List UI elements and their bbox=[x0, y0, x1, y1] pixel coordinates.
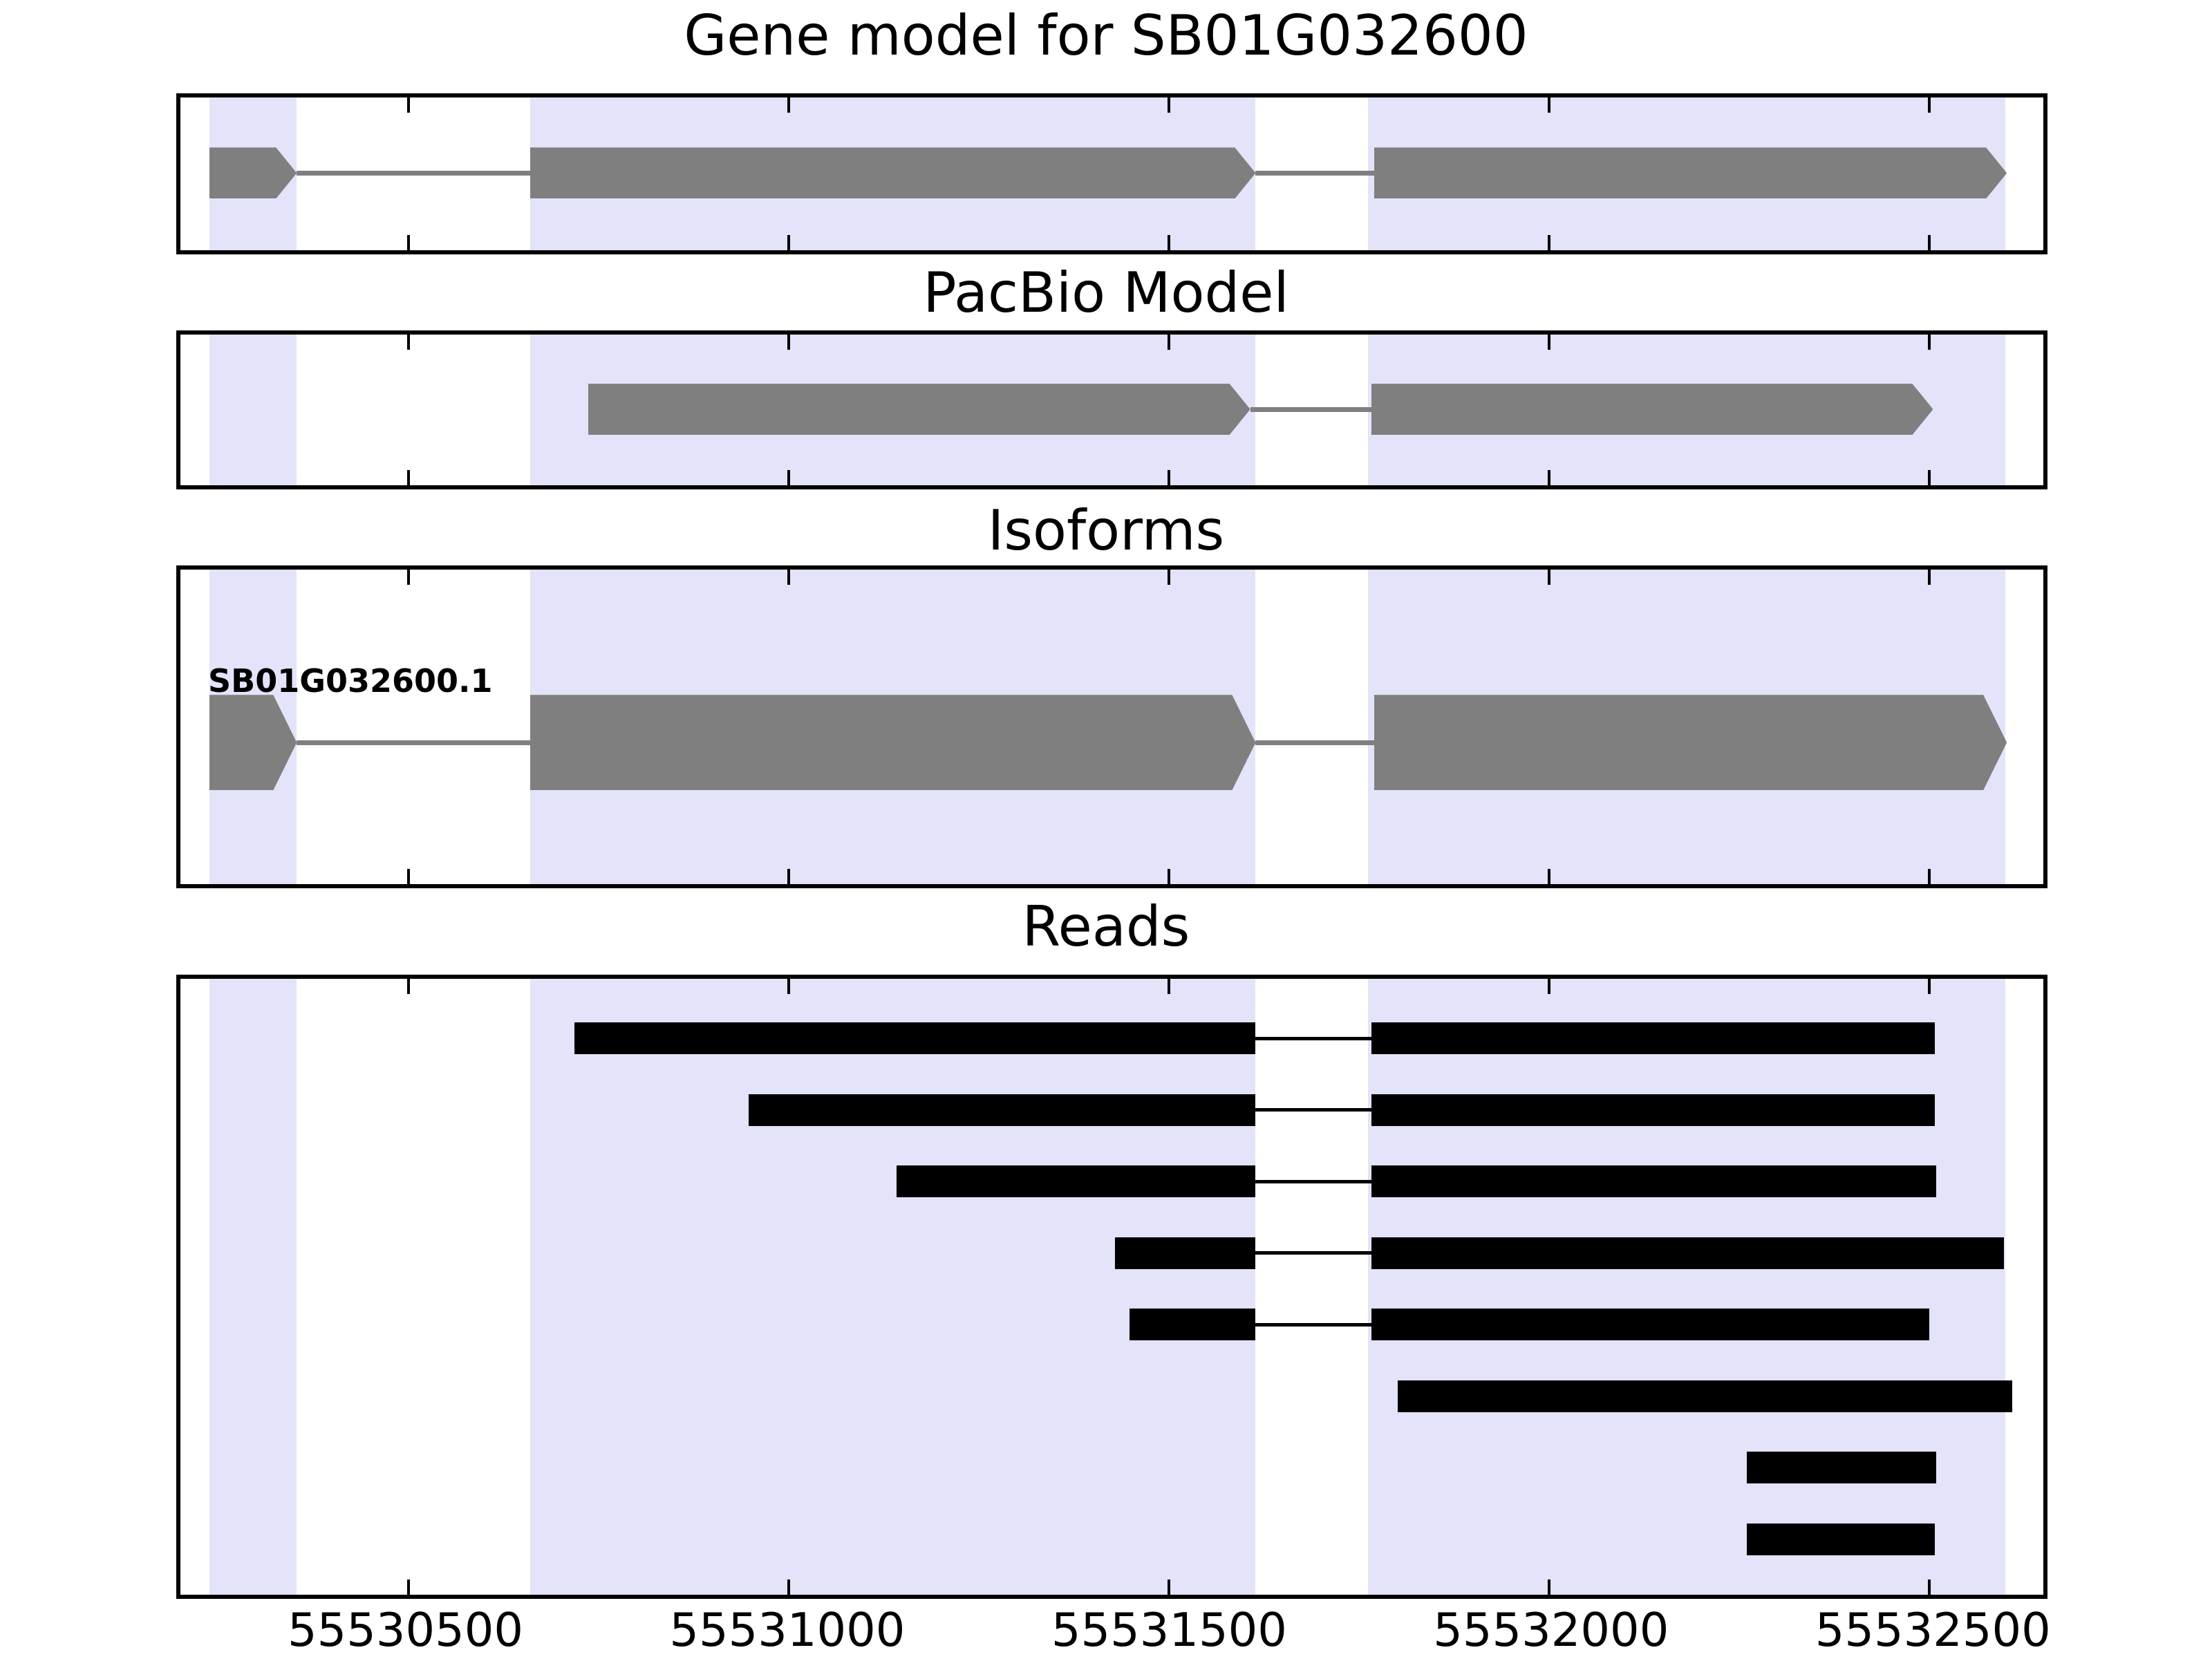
panel-title-reads: Reads bbox=[1022, 894, 1190, 959]
axis-tick-top bbox=[1928, 97, 1931, 113]
panel-title-gene-model: Gene model for SB01G032600 bbox=[684, 3, 1528, 68]
axis-tick-bottom bbox=[1548, 1580, 1550, 1595]
axis-tick-top bbox=[1168, 570, 1170, 585]
exon-arrow bbox=[588, 384, 1250, 435]
read-connector bbox=[1255, 1036, 1371, 1040]
read-bar bbox=[1114, 1237, 1256, 1269]
axis-tick-top bbox=[1548, 335, 1550, 350]
read-bar bbox=[1371, 1165, 1936, 1197]
read-bar bbox=[1129, 1309, 1256, 1340]
x-tick-label: 55530500 bbox=[287, 1603, 523, 1657]
axis-tick-top bbox=[407, 335, 410, 350]
axis-tick-bottom bbox=[1548, 869, 1550, 884]
intron-line bbox=[1250, 406, 1371, 412]
intron-line bbox=[1255, 170, 1374, 176]
axis-tick-bottom bbox=[787, 470, 790, 485]
axis-tick-bottom bbox=[407, 235, 410, 250]
x-axis-labels: 55530500 55531000 55531500 55532000 55532500 bbox=[176, 1603, 2051, 1659]
axis-tick-top bbox=[1548, 97, 1550, 113]
read-connector bbox=[1255, 1322, 1371, 1327]
read-connector bbox=[1255, 1179, 1371, 1183]
exon-arrow bbox=[530, 147, 1255, 198]
axis-tick-bottom bbox=[1168, 235, 1170, 250]
highlight-band bbox=[209, 979, 297, 1595]
axis-tick-top bbox=[407, 97, 410, 113]
axis-tick-top bbox=[1928, 570, 1931, 585]
highlight-band bbox=[209, 335, 297, 485]
axis-tick-bottom bbox=[1548, 470, 1550, 485]
axis-tick-top bbox=[1548, 570, 1550, 585]
axis-tick-bottom bbox=[1928, 1580, 1931, 1595]
axis-tick-top bbox=[787, 979, 790, 994]
axis-tick-bottom bbox=[1548, 235, 1550, 250]
axis-tick-top bbox=[407, 979, 410, 994]
intron-line bbox=[297, 740, 530, 745]
highlight-band bbox=[1368, 979, 2005, 1595]
axis-tick-bottom bbox=[407, 1580, 410, 1595]
read-bar bbox=[897, 1165, 1256, 1197]
axis-tick-top bbox=[1548, 979, 1550, 994]
intron-line bbox=[1255, 740, 1374, 745]
read-connector bbox=[1255, 1251, 1371, 1255]
pacbio-model-panel bbox=[176, 330, 2047, 489]
exon-arrow bbox=[530, 695, 1255, 790]
axis-tick-top bbox=[1928, 335, 1931, 350]
axis-tick-top bbox=[1168, 335, 1170, 350]
x-tick-label: 55532500 bbox=[1815, 1603, 2051, 1657]
read-bar bbox=[1747, 1523, 1935, 1555]
x-tick-label: 55531000 bbox=[669, 1603, 906, 1657]
axis-tick-top bbox=[1168, 979, 1170, 994]
axis-tick-bottom bbox=[1928, 869, 1931, 884]
axis-tick-bottom bbox=[1168, 869, 1170, 884]
read-bar bbox=[1371, 1237, 2004, 1269]
exon-arrow bbox=[1374, 695, 2007, 790]
axis-tick-top bbox=[787, 570, 790, 585]
transcript-label: SB01G032600.1 bbox=[208, 662, 493, 700]
panel-title-isoforms: Isoforms bbox=[987, 498, 1225, 563]
exon-arrow bbox=[1374, 147, 2007, 198]
axis-tick-bottom bbox=[407, 869, 410, 884]
gene-model-panel bbox=[176, 93, 2047, 254]
read-bar bbox=[1371, 1309, 1929, 1340]
axis-tick-top bbox=[1928, 979, 1931, 994]
exon-arrow bbox=[1371, 384, 1933, 435]
x-tick-label: 55531500 bbox=[1051, 1603, 1287, 1657]
axis-tick-bottom bbox=[787, 869, 790, 884]
highlight-band bbox=[530, 979, 1256, 1595]
intron-line bbox=[297, 170, 530, 176]
x-tick-label: 55532000 bbox=[1433, 1603, 1669, 1657]
axis-tick-bottom bbox=[1928, 470, 1931, 485]
read-bar bbox=[1371, 1094, 1935, 1126]
read-bar bbox=[1398, 1380, 2012, 1412]
read-bar bbox=[748, 1094, 1256, 1126]
read-bar bbox=[574, 1022, 1256, 1054]
axis-tick-bottom bbox=[1928, 235, 1931, 250]
axis-tick-bottom bbox=[407, 470, 410, 485]
axis-tick-top bbox=[1168, 97, 1170, 113]
axis-tick-top bbox=[787, 97, 790, 113]
read-bar bbox=[1747, 1452, 1936, 1483]
panel-title-pacbio-model: PacBio Model bbox=[923, 261, 1289, 325]
axis-tick-top bbox=[407, 570, 410, 585]
exon-arrow bbox=[209, 147, 297, 198]
axis-tick-bottom bbox=[1168, 470, 1170, 485]
axis-tick-top bbox=[787, 335, 790, 350]
isoforms-panel: SB01G032600.1 bbox=[176, 565, 2047, 888]
read-bar bbox=[1371, 1022, 1935, 1054]
axis-tick-bottom bbox=[787, 1580, 790, 1595]
reads-panel bbox=[176, 975, 2047, 1599]
axis-tick-bottom bbox=[1168, 1580, 1170, 1595]
read-connector bbox=[1255, 1108, 1371, 1112]
axis-tick-bottom bbox=[787, 235, 790, 250]
